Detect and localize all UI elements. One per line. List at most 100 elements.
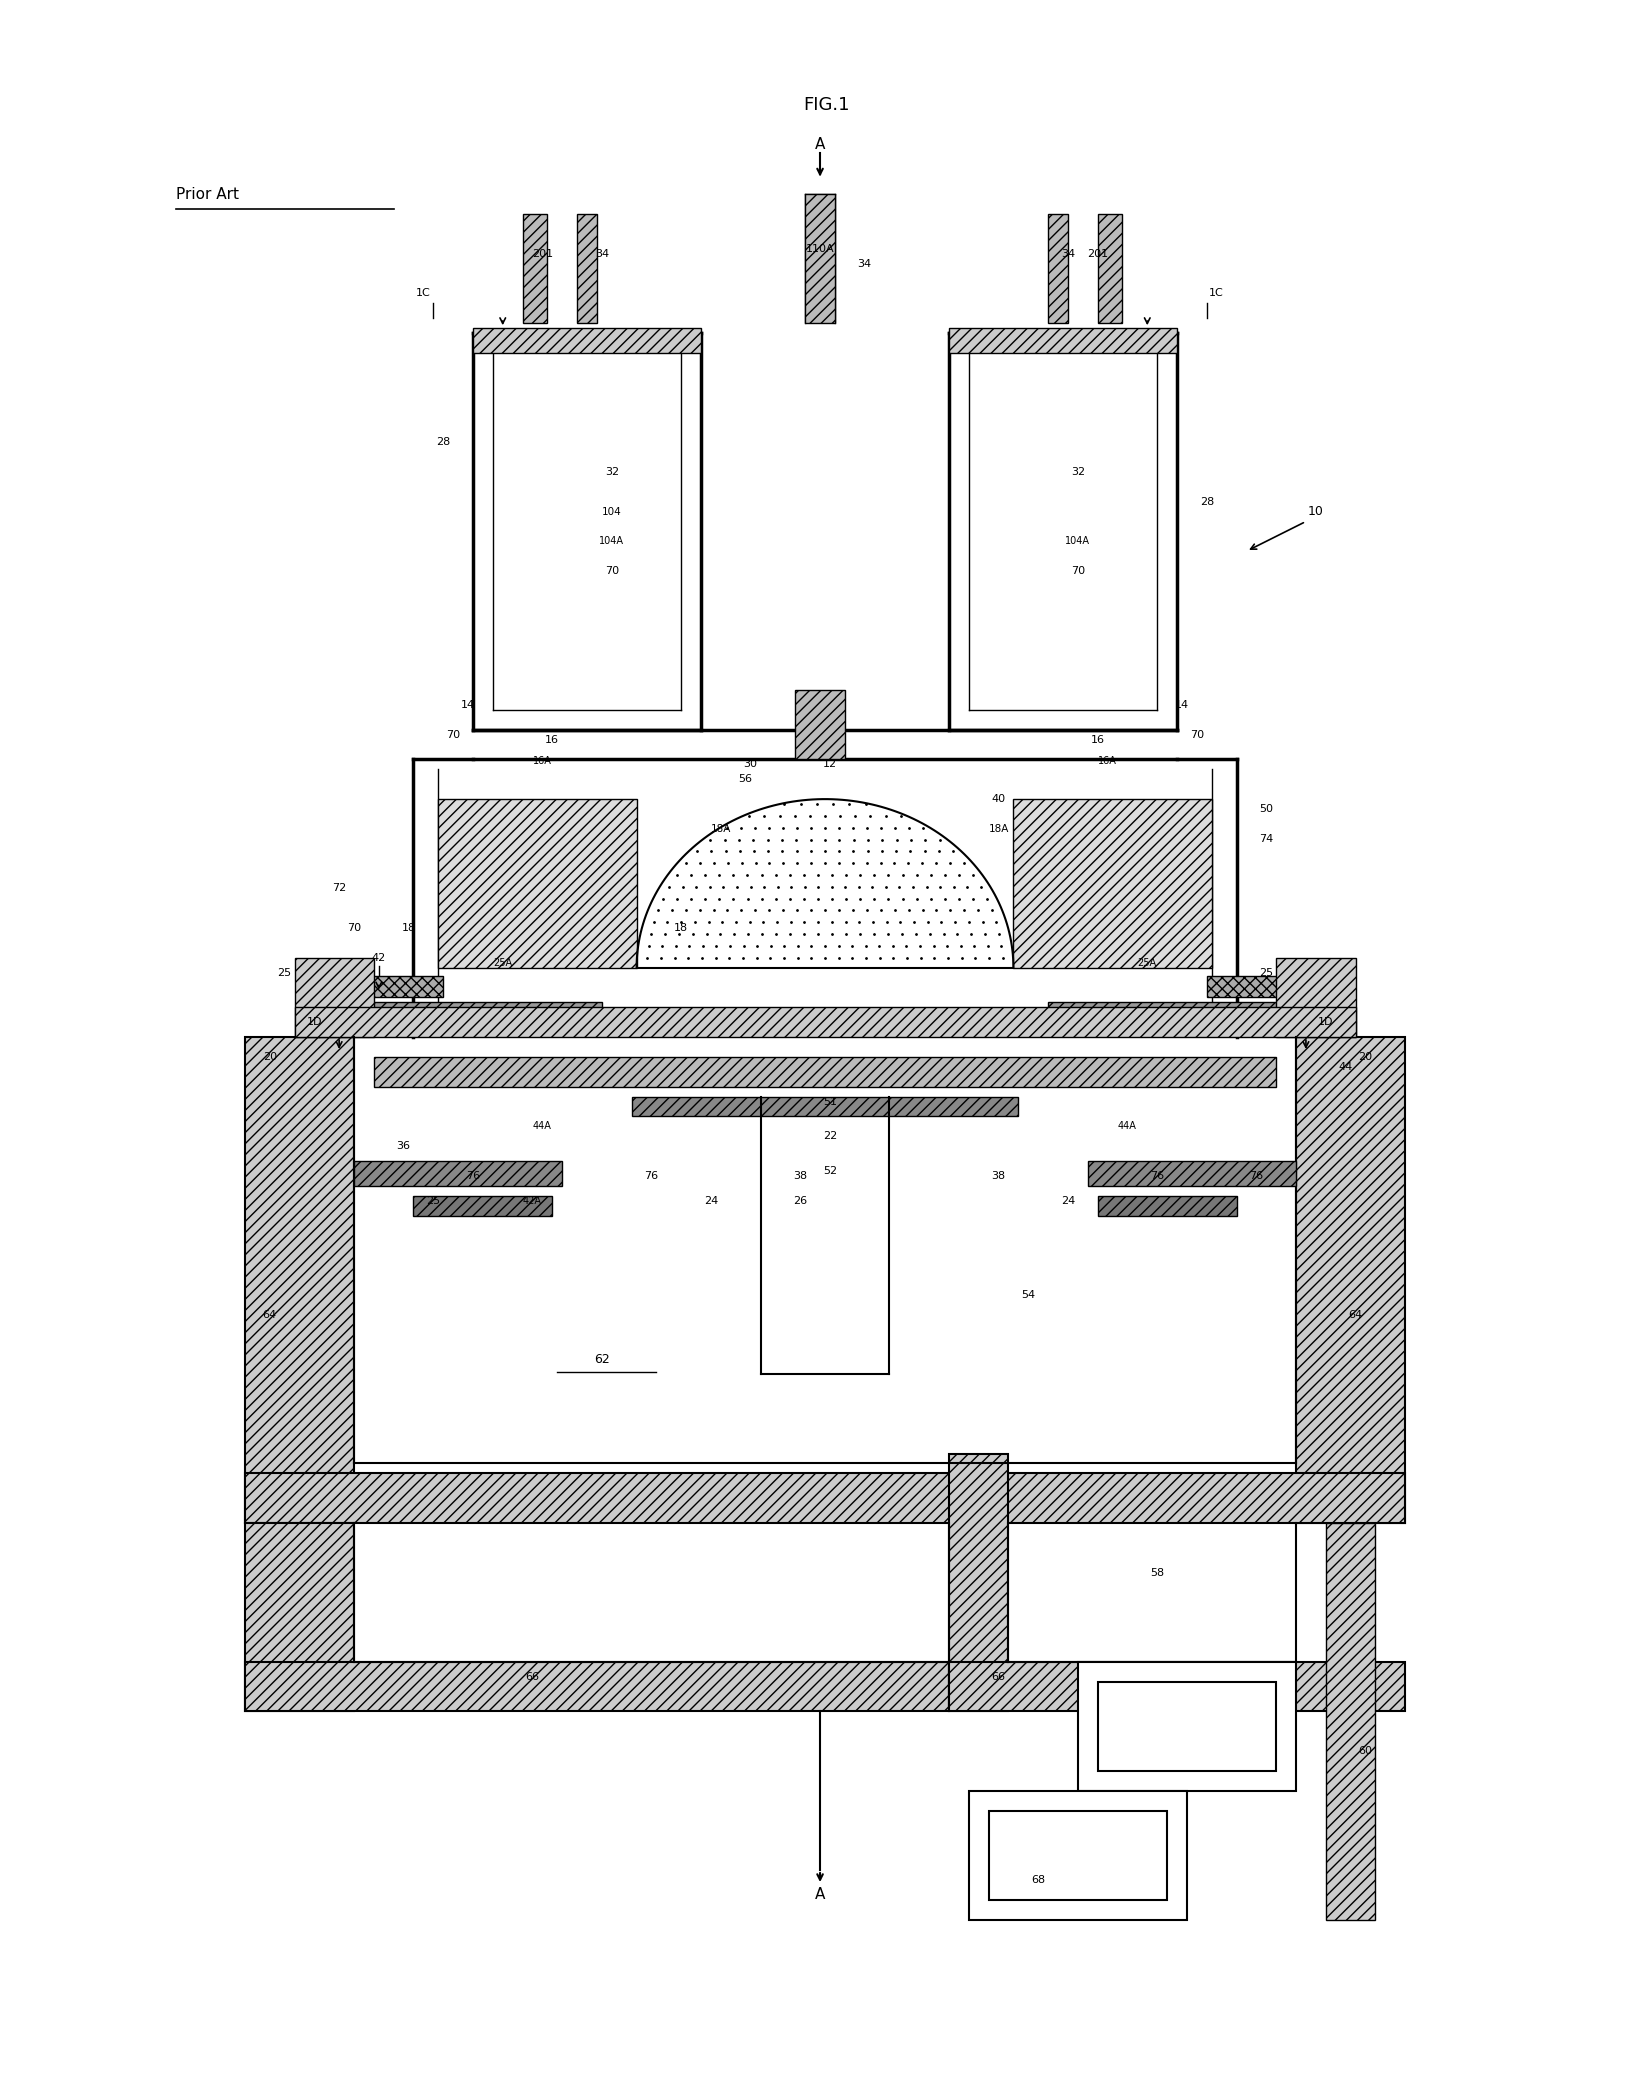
Bar xyxy=(1097,1195,1236,1216)
Text: 28: 28 xyxy=(436,436,451,447)
Bar xyxy=(795,690,844,759)
Text: 66: 66 xyxy=(525,1671,540,1682)
Bar xyxy=(1087,1162,1297,1185)
Text: A: A xyxy=(814,136,826,153)
Text: 70: 70 xyxy=(1070,566,1085,577)
Text: 1D: 1D xyxy=(307,1017,322,1028)
Text: 68: 68 xyxy=(1031,1875,1046,1885)
Text: 44A: 44A xyxy=(534,1122,552,1132)
Text: 64: 64 xyxy=(1348,1311,1363,1319)
Bar xyxy=(988,1810,1166,1900)
Bar xyxy=(948,1453,1008,1711)
Bar xyxy=(1327,1522,1376,1919)
Text: 22: 22 xyxy=(823,1130,838,1141)
Bar xyxy=(244,1038,354,1522)
Bar xyxy=(354,1162,562,1185)
Text: 40: 40 xyxy=(991,795,1006,803)
Bar xyxy=(1047,1002,1346,1021)
Bar xyxy=(438,799,636,967)
Text: 42A: 42A xyxy=(524,1195,542,1206)
Bar xyxy=(244,1661,948,1711)
Text: 34: 34 xyxy=(857,258,872,268)
Bar xyxy=(244,1474,1406,1522)
Text: 70: 70 xyxy=(347,923,362,933)
Text: 18A: 18A xyxy=(710,824,732,835)
Text: 44A: 44A xyxy=(1118,1122,1137,1132)
Text: 50: 50 xyxy=(1259,803,1274,814)
Text: 16: 16 xyxy=(545,734,560,744)
Bar xyxy=(968,1791,1186,1919)
Text: 76: 76 xyxy=(466,1170,481,1181)
Bar xyxy=(1097,214,1122,323)
Text: 25: 25 xyxy=(1259,967,1274,977)
Bar xyxy=(948,1661,1406,1711)
Text: 32: 32 xyxy=(1070,468,1085,476)
Text: 1C: 1C xyxy=(416,289,431,298)
Text: FIG.1: FIG.1 xyxy=(803,96,849,113)
Text: 26: 26 xyxy=(793,1195,808,1206)
Text: 70: 70 xyxy=(446,730,461,740)
Text: 1D: 1D xyxy=(1318,1017,1333,1028)
Text: 24: 24 xyxy=(704,1195,719,1206)
Bar xyxy=(304,975,443,998)
Text: 70: 70 xyxy=(605,566,620,577)
Text: 18: 18 xyxy=(674,923,689,933)
Text: 72: 72 xyxy=(332,883,347,893)
Text: 28: 28 xyxy=(1199,497,1214,507)
Text: 38: 38 xyxy=(793,1170,808,1181)
Text: 66: 66 xyxy=(991,1671,1006,1682)
Text: 34: 34 xyxy=(1061,250,1075,258)
Text: 25: 25 xyxy=(426,1195,441,1206)
Text: 20: 20 xyxy=(263,1053,278,1061)
Bar xyxy=(304,1002,601,1021)
Text: 110A: 110A xyxy=(806,243,834,254)
Text: 10: 10 xyxy=(1308,505,1323,518)
Bar xyxy=(631,1097,1018,1116)
Bar xyxy=(1297,1038,1406,1522)
Bar xyxy=(1047,214,1067,323)
Text: 16A: 16A xyxy=(534,757,552,765)
Text: 30: 30 xyxy=(743,759,758,770)
Text: 51: 51 xyxy=(823,1097,838,1107)
Bar xyxy=(244,1522,354,1711)
Text: 104: 104 xyxy=(601,507,621,516)
Text: 58: 58 xyxy=(1150,1569,1165,1577)
Text: 20: 20 xyxy=(1358,1053,1373,1061)
Text: 16: 16 xyxy=(1090,734,1105,744)
Bar xyxy=(1077,1661,1297,1791)
Text: 52: 52 xyxy=(823,1166,838,1176)
Bar xyxy=(1013,799,1211,967)
Text: 76: 76 xyxy=(644,1170,659,1181)
Text: 25A: 25A xyxy=(1138,958,1156,967)
Text: 24: 24 xyxy=(1061,1195,1075,1206)
Text: 32: 32 xyxy=(605,468,620,476)
Text: 18: 18 xyxy=(401,923,416,933)
Bar xyxy=(948,327,1176,352)
Bar xyxy=(1206,975,1346,998)
Text: 25A: 25A xyxy=(494,958,512,967)
Bar xyxy=(522,214,547,323)
Bar xyxy=(805,195,834,323)
Text: 56: 56 xyxy=(738,774,753,784)
Text: 16A: 16A xyxy=(1099,757,1117,765)
Text: A: A xyxy=(814,1887,826,1902)
Text: 25: 25 xyxy=(278,967,292,977)
Text: 201: 201 xyxy=(532,250,553,258)
Text: 70: 70 xyxy=(1189,730,1204,740)
Bar xyxy=(577,214,596,323)
Bar xyxy=(1097,1682,1277,1770)
Bar xyxy=(373,1057,1277,1086)
Text: 62: 62 xyxy=(595,1353,610,1365)
Text: 1C: 1C xyxy=(1209,289,1224,298)
Text: 36: 36 xyxy=(396,1141,411,1151)
Text: 44: 44 xyxy=(1338,1061,1353,1072)
Bar xyxy=(1277,958,1356,1038)
Text: 54: 54 xyxy=(1021,1290,1036,1300)
Text: Prior Art: Prior Art xyxy=(175,187,238,201)
Text: 64: 64 xyxy=(263,1311,278,1319)
Bar xyxy=(413,1195,552,1216)
Text: 60: 60 xyxy=(1358,1747,1373,1755)
Text: 38: 38 xyxy=(991,1170,1006,1181)
Text: 14: 14 xyxy=(1175,700,1189,711)
Bar xyxy=(472,327,700,352)
